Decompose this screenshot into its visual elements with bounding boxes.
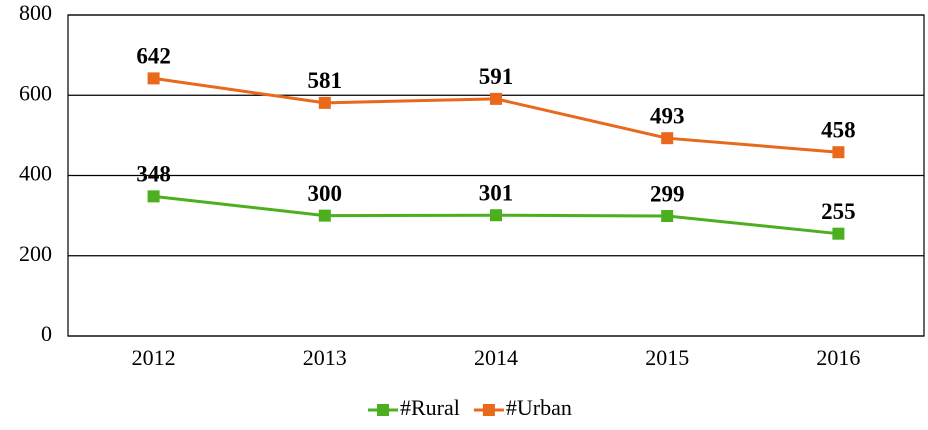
series-line [153,76,839,154]
x-tick-label: 2013 [303,345,347,370]
legend-marker [482,404,495,416]
point-marker [832,146,845,159]
point-marker [147,72,160,85]
point-marker [661,132,674,145]
data-label: 301 [479,181,514,206]
y-tick-label: 0 [41,321,52,346]
point-marker [318,209,331,222]
data-label: 348 [136,162,171,187]
data-label: 642 [136,44,171,69]
legend-label: #Rural [400,395,460,420]
point-marker [490,92,502,105]
x-tick-label: 2016 [816,345,860,370]
x-tick-label: 2012 [132,345,176,370]
x-tick-label: 2015 [645,345,689,370]
y-tick-label: 200 [19,241,52,266]
y-tick-label: 400 [19,161,52,186]
data-label: 255 [821,199,856,224]
y-tick-label: 600 [19,80,52,105]
data-label: 493 [650,103,685,128]
point-marker [147,190,160,203]
data-label: 581 [308,68,343,93]
point-marker [832,227,845,240]
x-tick-label: 2014 [474,345,518,370]
data-label: 300 [308,181,343,206]
data-label: 299 [650,181,685,206]
point-marker [318,96,331,109]
point-marker [490,209,502,222]
y-tick-label: 800 [19,0,52,25]
data-label: 458 [821,118,856,143]
point-marker [661,210,674,223]
data-label: 591 [479,64,514,89]
legend-marker [377,404,389,416]
legend-label: #Urban [506,395,572,420]
